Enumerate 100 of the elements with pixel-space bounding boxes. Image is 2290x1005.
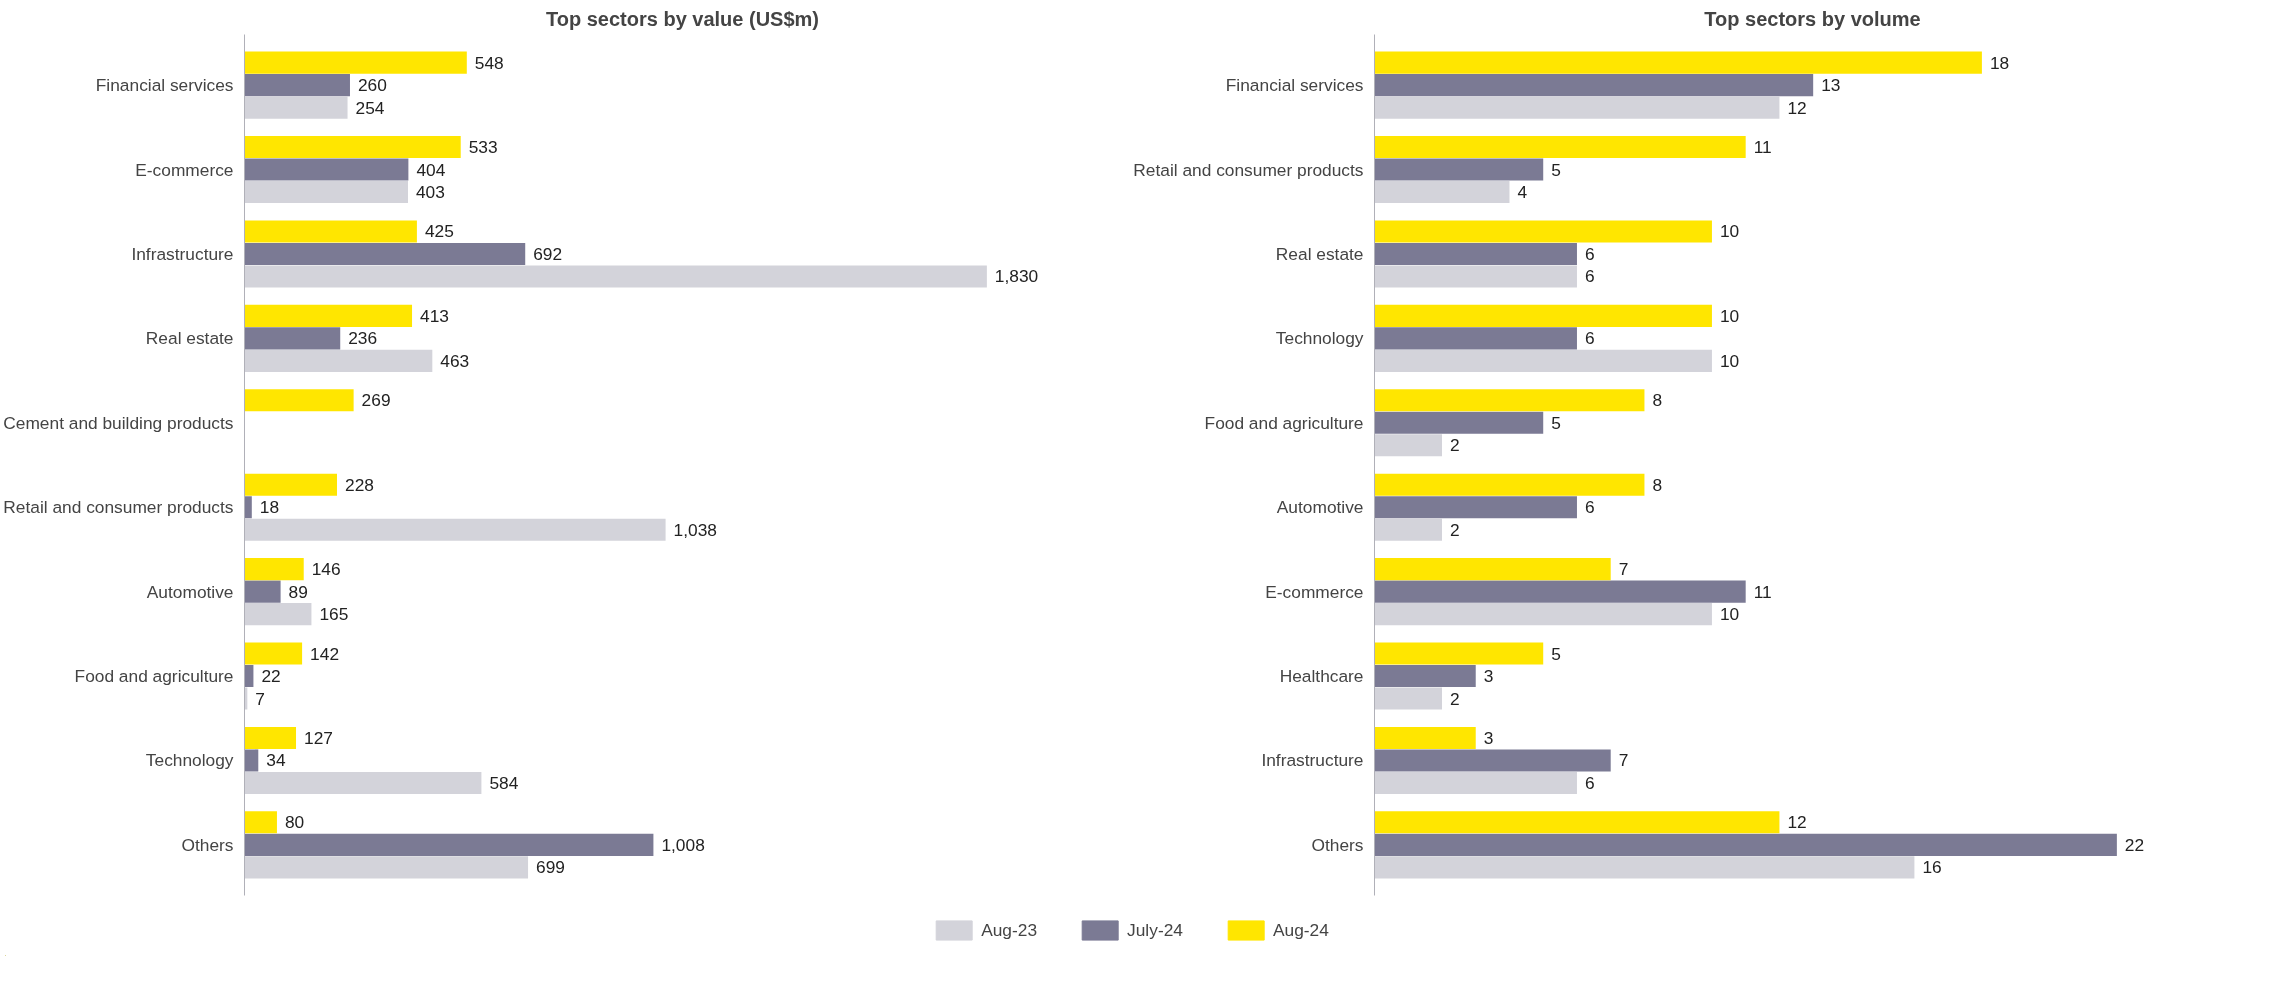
bar	[1374, 327, 1577, 350]
bar	[1374, 856, 1915, 879]
data-label: 5	[1551, 412, 1561, 433]
data-label: 425	[424, 221, 454, 242]
bar	[1374, 833, 2117, 856]
data-label: 260	[357, 75, 387, 96]
bar	[244, 771, 482, 794]
y-tick-label: Infrastructure	[1261, 750, 1364, 771]
bar	[244, 749, 259, 772]
data-label: 7	[255, 688, 265, 709]
data-label: 3	[1483, 666, 1494, 687]
bar	[244, 349, 433, 372]
bar	[1374, 389, 1645, 412]
data-label: 6	[1584, 772, 1595, 793]
y-tick-label: Automotive	[146, 581, 234, 602]
data-label: 13	[1821, 75, 1841, 96]
bar	[244, 833, 654, 856]
data-label: 34	[266, 750, 286, 771]
bar	[1374, 811, 1780, 834]
data-label: 584	[489, 772, 519, 793]
y-tick-label: E-commerce	[135, 159, 234, 180]
data-label: 1,038	[673, 519, 717, 540]
data-label: 6	[1584, 328, 1595, 349]
bar	[1374, 726, 1476, 749]
data-label: 5	[1551, 159, 1561, 180]
y-tick-label: Retail and consumer products	[3, 497, 234, 518]
bar	[1374, 220, 1712, 243]
data-label: 5	[1551, 643, 1561, 664]
bar	[244, 304, 413, 327]
y-tick-label: Real estate	[1275, 243, 1364, 264]
bar	[1374, 136, 1746, 159]
data-label: 165	[319, 604, 349, 625]
bar	[244, 136, 461, 159]
bar	[1374, 687, 1442, 710]
bar	[1374, 473, 1645, 496]
bar	[1374, 158, 1544, 181]
data-label: 18	[259, 497, 280, 518]
bar	[1374, 265, 1577, 288]
bar	[1374, 51, 1982, 74]
legend-label: July-24	[1127, 919, 1183, 941]
data-label: 10	[1719, 604, 1740, 625]
y-tick-label: Cement and building products	[3, 412, 234, 433]
data-label: 146	[311, 559, 341, 580]
bar	[244, 96, 348, 119]
bar	[1374, 558, 1611, 581]
data-label: 127	[304, 727, 333, 748]
y-tick-label: Technology	[145, 750, 234, 771]
bar	[244, 265, 987, 288]
bar	[1374, 349, 1712, 372]
data-label: 22	[2124, 834, 2145, 855]
data-label: 2	[1449, 688, 1460, 709]
bar	[1374, 74, 1814, 97]
bar	[244, 811, 277, 834]
y-tick-label: Technology	[1275, 328, 1364, 349]
data-label: 269	[361, 390, 391, 411]
bar	[1374, 642, 1544, 665]
bar	[244, 856, 529, 879]
chart-title: Top sectors by volume	[1704, 7, 1921, 30]
y-tick-label: Healthcare	[1279, 666, 1364, 687]
bar	[1374, 434, 1442, 457]
bar	[1374, 496, 1577, 519]
data-label: 2	[1449, 435, 1460, 456]
data-label: 6	[1584, 497, 1595, 518]
bar	[244, 580, 281, 603]
y-tick-label: E-commerce	[1265, 581, 1364, 602]
y-tick-label: Infrastructure	[131, 243, 234, 264]
data-label: 11	[1753, 581, 1772, 602]
bar	[1374, 580, 1746, 603]
data-label: 254	[355, 97, 385, 118]
data-label: 463	[440, 350, 470, 371]
bar	[244, 558, 304, 581]
data-label: 404	[416, 159, 446, 180]
data-label: 403	[415, 182, 445, 203]
bar	[1374, 96, 1780, 119]
bar	[244, 74, 350, 97]
data-label: 2	[1449, 519, 1460, 540]
data-label: 413	[420, 305, 449, 326]
data-label: 548	[474, 52, 504, 73]
data-label: 22	[261, 666, 281, 687]
bar	[244, 496, 252, 519]
data-label: 236	[348, 328, 378, 349]
data-label: 18	[1989, 52, 2010, 73]
data-label: 533	[468, 137, 498, 158]
data-label: 4	[1517, 182, 1528, 203]
legend-label: Aug-23	[981, 919, 1038, 941]
bar	[244, 642, 303, 665]
data-label: 6	[1584, 243, 1595, 264]
bar	[1374, 603, 1712, 626]
data-label: 1,830	[994, 266, 1039, 287]
bar	[244, 473, 337, 496]
data-label: 10	[1719, 305, 1740, 326]
data-label: 8	[1652, 390, 1663, 411]
data-label: 142	[310, 643, 340, 664]
bar	[244, 327, 341, 350]
y-tick-label: Retail and consumer products	[1133, 159, 1364, 180]
data-label: 89	[288, 581, 308, 602]
bar	[244, 726, 297, 749]
data-label: 3	[1483, 727, 1494, 748]
data-label: 12	[1787, 812, 1807, 833]
y-tick-label: Automotive	[1276, 497, 1364, 518]
